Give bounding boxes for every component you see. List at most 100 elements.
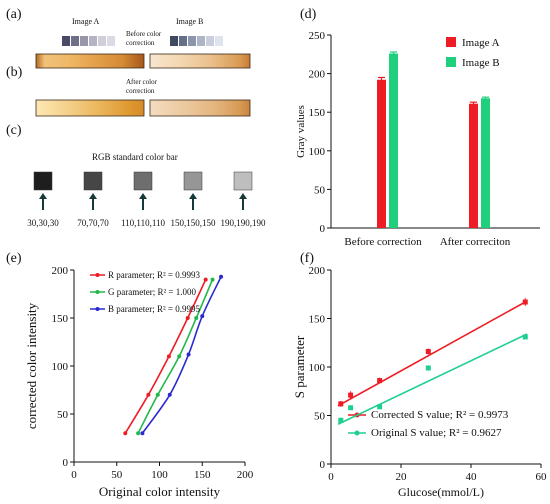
legend-marker — [95, 273, 100, 277]
arrow-head-icon — [189, 193, 197, 199]
data-point — [338, 417, 344, 423]
legend-swatch — [446, 37, 456, 47]
series-line — [141, 276, 222, 434]
data-point — [136, 431, 141, 436]
color-swatch — [83, 171, 103, 191]
bar — [377, 79, 386, 228]
legend-label: R parameter; R² = 0.9993 — [108, 270, 201, 280]
x-tick-label: 50 — [111, 469, 123, 481]
arrow-head-icon — [239, 193, 247, 199]
tube-row-after-a — [35, 99, 145, 117]
data-point — [146, 392, 151, 397]
image-b-color-strip — [170, 36, 223, 46]
series-line — [124, 279, 207, 434]
tube-row-before-a — [35, 53, 145, 69]
color-bar-title: RGB standard color bar — [92, 152, 178, 162]
x-category-label: Before correction — [344, 236, 422, 248]
x-tick-label: 0 — [328, 471, 334, 483]
x-axis-label: Original color intensity — [99, 484, 221, 499]
legend-label: Image B — [462, 57, 500, 69]
legend-marker — [95, 290, 100, 294]
y-tick-label: 0 — [320, 223, 326, 235]
data-point — [167, 392, 172, 397]
legend-label: G parameter; R² = 1.000 — [108, 287, 197, 297]
x-tick-label: 40 — [466, 471, 478, 483]
series-line — [137, 279, 214, 434]
data-point — [186, 352, 191, 357]
data-point — [166, 354, 171, 359]
data-point — [203, 277, 208, 282]
legend-label: Original S value; R² = 0.9627 — [371, 427, 502, 439]
y-tick-label: 100 — [309, 146, 326, 158]
before-label-line1: Before color — [126, 30, 162, 38]
swatch-rgb-label: 150,150,150 — [171, 218, 217, 228]
data-point — [425, 365, 431, 371]
x-tick-label: 60 — [536, 471, 548, 483]
data-point — [348, 405, 354, 411]
y-tick-label: 50 — [57, 409, 69, 421]
data-point — [522, 299, 528, 305]
panel-label-a: (a) — [6, 7, 22, 22]
y-tick-label: 50 — [314, 184, 326, 196]
data-point — [338, 401, 344, 407]
image-b-label: Image B — [176, 17, 203, 26]
legend-label: B parameter; R² = 0.9995 — [108, 304, 201, 314]
arrow-head-icon — [39, 193, 47, 199]
x-tick-label: 200 — [237, 469, 254, 481]
arrow-head-icon — [89, 193, 97, 199]
data-point — [177, 354, 182, 359]
data-point — [348, 392, 354, 398]
data-point — [210, 277, 215, 282]
x-tick-label: 0 — [71, 469, 77, 481]
y-tick-label: 100 — [52, 361, 69, 373]
x-axis-label: Glucose(mmol/L) — [398, 485, 484, 499]
data-point — [200, 314, 205, 319]
y-tick-label: 150 — [52, 313, 69, 325]
color-swatch — [233, 171, 253, 191]
data-point — [425, 348, 431, 354]
fit-line — [337, 333, 528, 425]
tube-row-after-b — [149, 99, 251, 117]
arrow-head-icon — [139, 193, 147, 199]
y-tick-label: 200 — [52, 265, 69, 277]
legend-swatch — [446, 57, 456, 67]
swatch-rgb-label: 30,30,30 — [27, 218, 59, 228]
bar — [389, 53, 398, 228]
panel-label-e: (e) — [6, 251, 22, 266]
x-tick-label: 100 — [151, 469, 168, 481]
color-swatch — [183, 171, 203, 191]
y-tick-label: 0 — [63, 457, 69, 469]
y-axis-label: Gray values — [295, 105, 307, 158]
data-point — [377, 404, 383, 410]
data-point — [123, 431, 128, 436]
y-tick-label: 50 — [314, 411, 326, 423]
swatch-rgb-label: 70,70,70 — [77, 218, 109, 228]
y-tick-label: 150 — [309, 314, 326, 326]
y-axis-label: S parameter — [292, 335, 307, 398]
tube-row-before-b — [149, 53, 251, 69]
data-point — [377, 378, 383, 384]
bar — [481, 98, 490, 228]
y-tick-label: 250 — [309, 30, 326, 42]
y-tick-label: 150 — [309, 107, 326, 119]
after-label-line2: correction — [126, 87, 155, 95]
data-point — [185, 316, 190, 320]
data-point — [140, 431, 145, 436]
image-a-label: Image A — [72, 17, 100, 26]
y-tick-label: 100 — [309, 362, 326, 374]
y-tick-label: 0 — [320, 459, 326, 471]
swatch-rgb-label: 110,110,110 — [121, 218, 165, 228]
color-swatch — [33, 171, 53, 191]
panel-label-d: (d) — [300, 7, 317, 22]
legend-marker — [354, 430, 360, 436]
legend-label: Corrected S value; R² = 0.9973 — [371, 409, 509, 421]
color-swatch — [133, 171, 153, 191]
panel-label-f: (f) — [300, 251, 314, 266]
fit-line — [337, 300, 528, 407]
x-tick-label: 20 — [396, 471, 408, 483]
scatter-chart-s-parameter: 0 20 40 60 0 50 100 150 200 Glucose(mmol/L) S para… — [292, 265, 547, 499]
bar — [469, 103, 478, 228]
panel-label-b: (b) — [6, 65, 23, 80]
